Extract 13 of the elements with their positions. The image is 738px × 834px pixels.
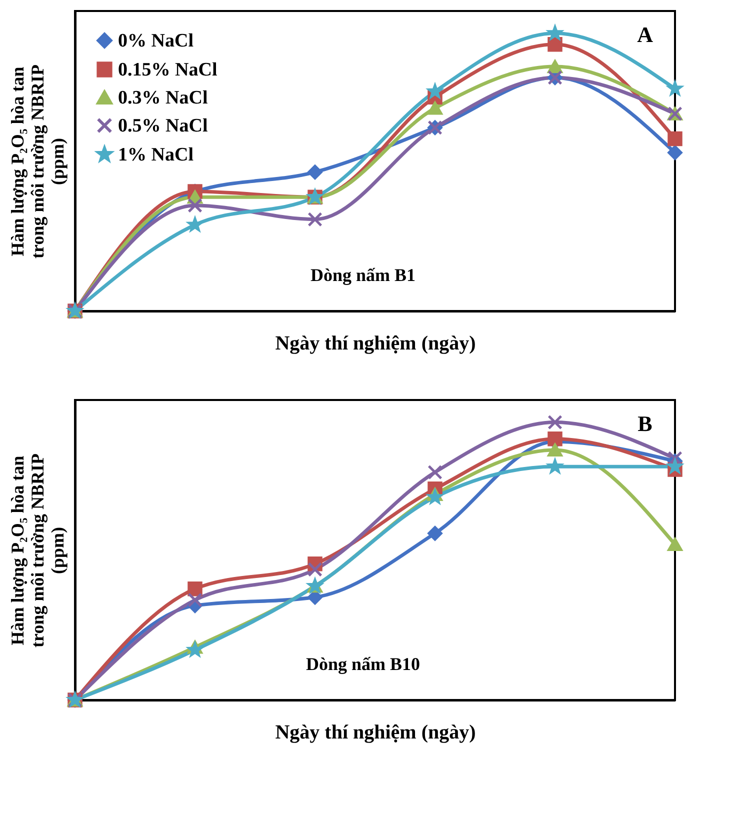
annotation: Dòng nấm B1 (310, 265, 416, 285)
annotation: B (638, 411, 653, 436)
legend-label: 0.15% NaCl (118, 60, 218, 80)
annotation: Dòng nấm B10 (306, 654, 420, 674)
y-axis-title: Hàm lượng P₂O₅ hòa tan trong môi trường NBRIP (ppm) (8, 454, 68, 648)
annotation: A (637, 22, 654, 47)
x-axis-title: Ngày thí nghiệm (ngày) (275, 722, 476, 744)
legend-label: 0.5% NaCl (118, 116, 208, 136)
legend-label: 1% NaCl (118, 144, 194, 166)
x-axis-title: Ngày thí nghiệm (ngày) (275, 332, 476, 354)
legend-label: 0.3% NaCl (118, 88, 208, 108)
legend-label: 0% NaCl (118, 30, 194, 52)
y-axis-title: Hàm lượng P₂O₅ hòa tan trong môi trường NBRIP (ppm) (8, 64, 68, 258)
